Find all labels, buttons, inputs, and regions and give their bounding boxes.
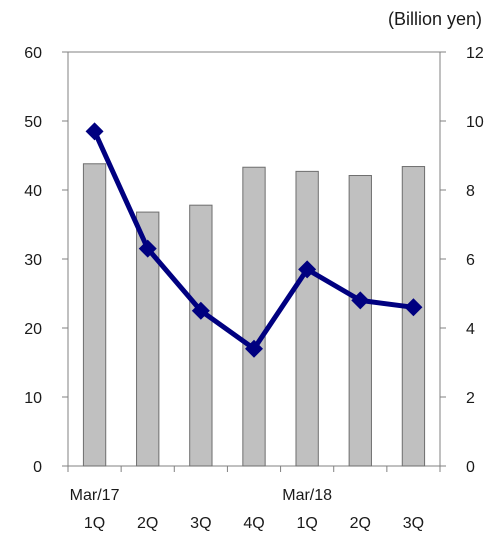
line-point [191,301,210,320]
category-label: 1Q [296,515,317,532]
right-axis-tick-label: 12 [466,45,484,62]
line-point [404,298,423,317]
right-axis-tick-label: 4 [466,321,475,338]
line-point [298,260,317,279]
category-label: 1Q [84,515,105,532]
left-axis-tick-label: 20 [24,321,42,338]
right-axis-tick-label: 6 [466,252,475,269]
left-axis-tick-label: 10 [24,390,42,407]
line-point [351,291,370,310]
right-axis-tick-label: 8 [466,183,475,200]
category-label: 3Q [403,515,424,532]
category-label: 4Q [243,515,264,532]
group-label: Mar/18 [282,487,332,504]
unit-label: (Billion yen) [388,9,482,29]
bar [348,175,372,467]
bar [136,211,160,467]
category-label: 2Q [350,515,371,532]
line-point [85,122,104,141]
bar [189,204,213,467]
bar [82,163,107,467]
bar [242,166,266,467]
right-axis-tick-label: 0 [466,459,475,476]
line-point [138,239,157,258]
right-axis-tick-label: 2 [466,390,475,407]
left-axis-tick-label: 60 [24,45,42,62]
line-point [245,339,263,358]
left-axis-tick-label: 0 [33,459,42,476]
group-label: Mar/17 [70,487,120,504]
category-label: 3Q [190,515,211,532]
bar [295,170,319,467]
category-label: 2Q [137,515,158,532]
left-axis-tick-label: 40 [24,183,42,200]
left-axis-tick-label: 50 [24,114,42,131]
left-axis-tick-label: 30 [24,252,42,269]
right-axis-tick-label: 10 [466,114,484,131]
